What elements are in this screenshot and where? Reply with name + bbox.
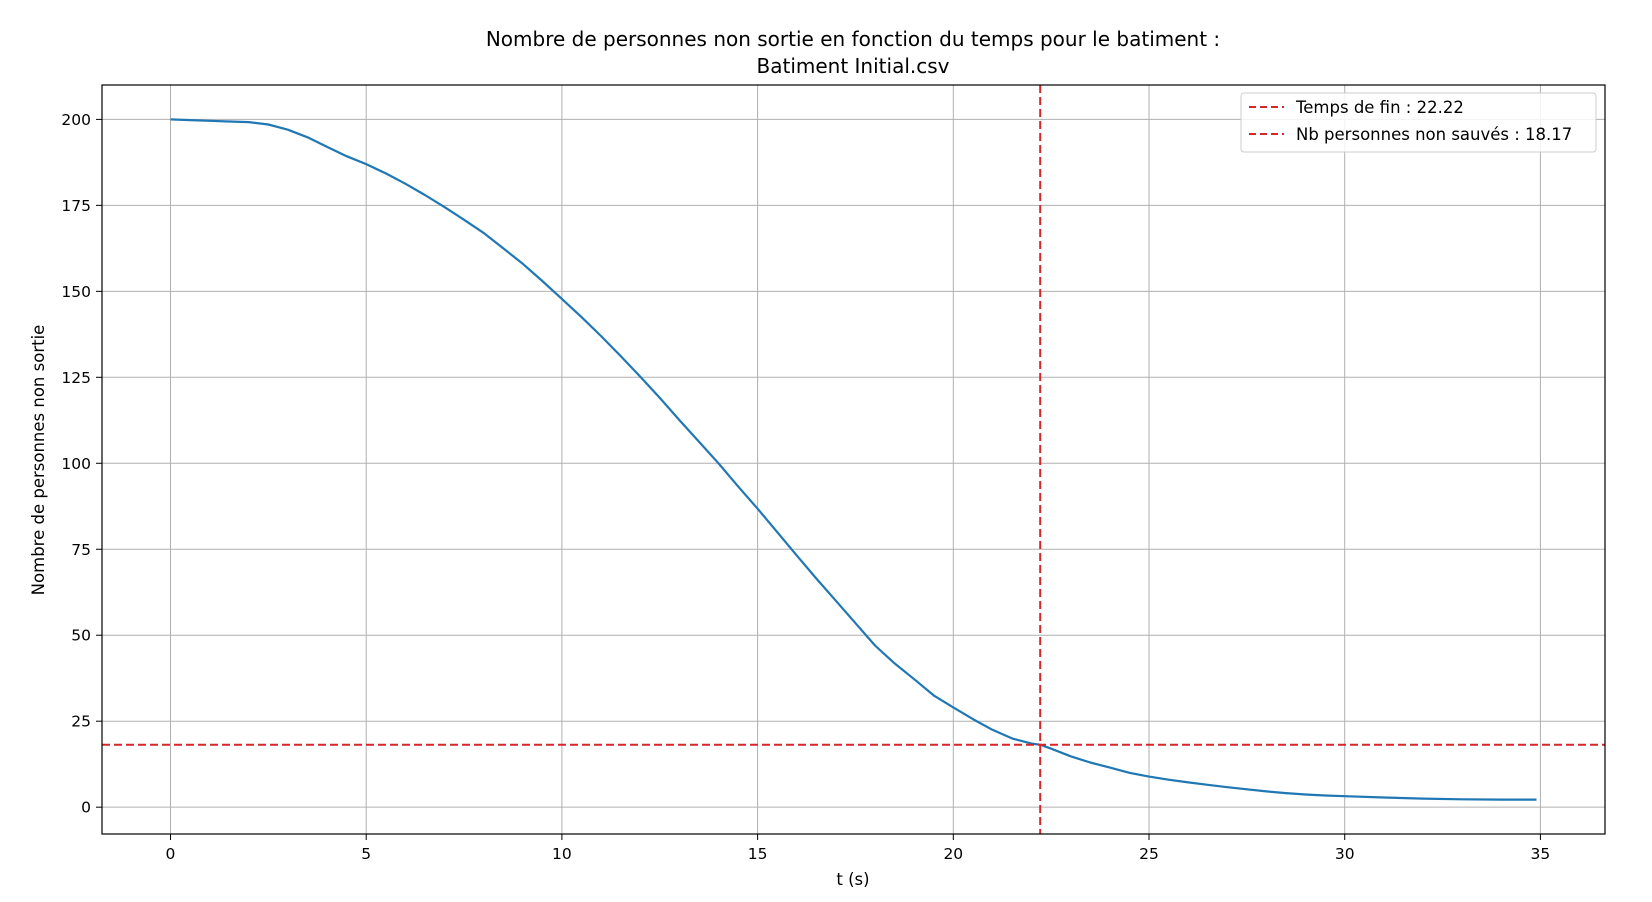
legend-box bbox=[1240, 92, 1597, 153]
gridlines bbox=[102, 85, 1605, 834]
reference-lines bbox=[102, 85, 1605, 834]
x-tick-label: 5 bbox=[361, 845, 371, 863]
chart-title-line2: Batiment Initial.csv bbox=[757, 54, 950, 78]
legend-label-2: Nb personnes non sauvés : 18.17 bbox=[1296, 125, 1572, 144]
x-tick-label: 25 bbox=[1139, 845, 1159, 863]
y-tick-label: 125 bbox=[61, 369, 91, 387]
y-tick-label: 50 bbox=[71, 627, 91, 645]
y-tick-label: 75 bbox=[71, 541, 91, 559]
x-tick-label: 35 bbox=[1531, 845, 1551, 863]
y-ticks: 0 25 50 75 100 125 150 175 200 bbox=[61, 111, 102, 817]
legend-label-1: Temps de fin : 22.22 bbox=[1295, 98, 1464, 117]
y-tick-label: 100 bbox=[61, 455, 91, 473]
x-axis-label: t (s) bbox=[836, 870, 869, 889]
series-group bbox=[170, 118, 1537, 801]
x-tick-label: 10 bbox=[552, 845, 572, 863]
x-ticks: 0 5 10 15 20 25 30 35 bbox=[166, 834, 1551, 863]
y-tick-label: 150 bbox=[61, 283, 91, 301]
y-tick-label: 25 bbox=[71, 713, 91, 731]
series-line-0 bbox=[170, 118, 1537, 801]
y-tick-label: 200 bbox=[61, 111, 91, 129]
legend: Temps de fin : 22.22 Nb personnes non sa… bbox=[1240, 92, 1597, 153]
y-tick-label: 175 bbox=[61, 197, 91, 215]
chart-title-line1: Nombre de personnes non sortie en foncti… bbox=[486, 27, 1220, 51]
y-axis-label: Nombre de personnes non sortie bbox=[29, 325, 48, 596]
x-tick-label: 20 bbox=[943, 845, 963, 863]
x-tick-label: 30 bbox=[1335, 845, 1355, 863]
x-tick-label: 15 bbox=[748, 845, 768, 863]
x-tick-label: 0 bbox=[166, 845, 176, 863]
plot-frame bbox=[101, 84, 1606, 835]
y-tick-label: 0 bbox=[81, 799, 91, 817]
